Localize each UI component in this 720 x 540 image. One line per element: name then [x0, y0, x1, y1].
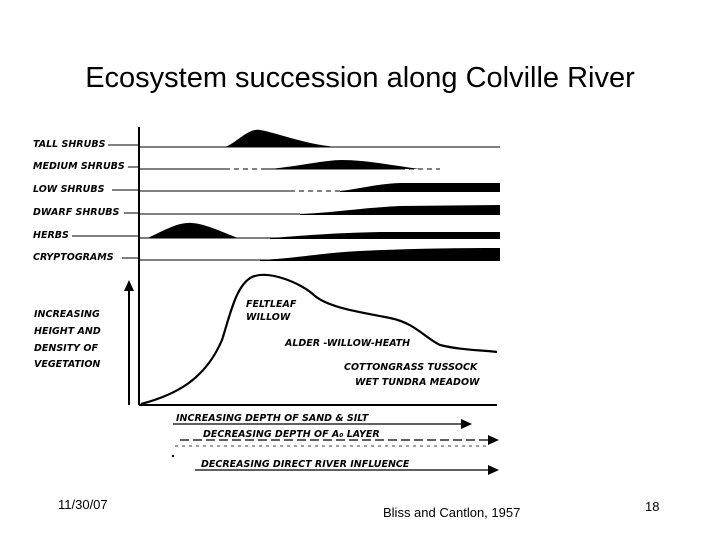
- y-axis-label: INCREASING HEIGHT AND DENSITY OF VEGETAT…: [34, 309, 101, 370]
- footer-source: Bliss and Cantlon, 1957: [383, 505, 521, 520]
- band-low-shrubs: [139, 183, 500, 192]
- gradient-label-ao-layer: DECREASING DEPTH OF A₀ LAYER: [203, 429, 380, 440]
- gradient-arrows: INCREASING DEPTH OF SAND & SILT DECREASI…: [171, 413, 499, 475]
- y-label-line-4: VEGETATION: [34, 359, 100, 370]
- y-label-line-2: HEIGHT AND: [34, 326, 101, 337]
- label-feltleaf: FELTLEAF: [246, 299, 297, 310]
- arrowhead-icon: [488, 435, 499, 445]
- y-label-line-3: DENSITY OF: [34, 343, 98, 354]
- y-axis-arrow: [124, 280, 134, 405]
- succession-curve: [140, 273, 498, 406]
- arrowhead-icon: [461, 419, 472, 429]
- band-herbs: [139, 222, 500, 239]
- curve-labels: FELTLEAF WILLOW ALDER -WILLOW-HEATH COTT…: [246, 299, 480, 388]
- label-alder-willow-heath: ALDER -WILLOW-HEATH: [284, 338, 410, 349]
- label-cottongrass-tussock: COTTONGRASS TUSSOCK: [344, 362, 478, 373]
- band-tall-shrubs: [139, 129, 500, 148]
- page-number: 18: [645, 499, 660, 514]
- band-cryptograms: [139, 248, 500, 261]
- row-label-low-shrubs: LOW SHRUBS: [33, 184, 105, 195]
- slide-title: Ecosystem succession along Colville Rive…: [85, 62, 635, 94]
- row-label-herbs: HERBS: [33, 230, 69, 241]
- row-label-tall-shrubs: TALL SHRUBS: [33, 139, 106, 150]
- arrowhead-icon: [488, 465, 499, 475]
- row-label-medium-shrubs: MEDIUM SHRUBS: [33, 161, 125, 172]
- footer-date: 11/30/07: [58, 497, 108, 512]
- row-labels: TALL SHRUBS MEDIUM SHRUBS LOW SHRUBS DWA…: [33, 139, 125, 263]
- row-label-dwarf-shrubs: DWARF SHRUBS: [33, 207, 120, 218]
- label-willow: WILLOW: [246, 312, 291, 323]
- gradient-label-sand-silt: INCREASING DEPTH OF SAND & SILT: [176, 413, 370, 424]
- label-wet-tundra-meadow: WET TUNDRA MEADOW: [355, 377, 480, 388]
- band-medium-shrubs: [139, 160, 440, 170]
- band-dwarf-shrubs: [139, 205, 500, 215]
- row-leaders: [72, 144, 139, 259]
- y-label-line-1: INCREASING: [34, 309, 100, 320]
- gradient-label-river-influence: DECREASING DIRECT RIVER INFLUENCE: [201, 459, 410, 470]
- gradient-dot: [171, 454, 175, 458]
- row-label-cryptograms: CRYPTOGRAMS: [33, 252, 114, 263]
